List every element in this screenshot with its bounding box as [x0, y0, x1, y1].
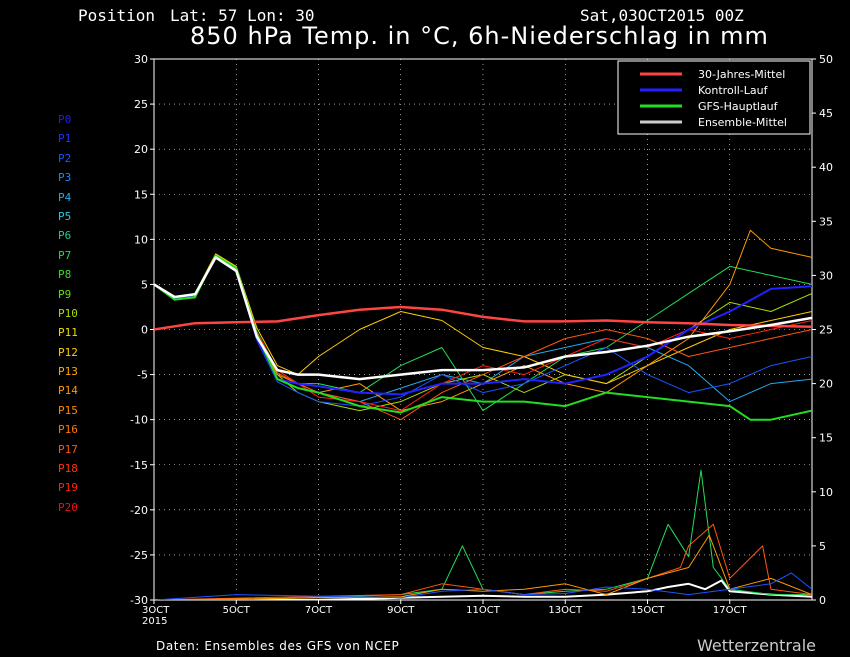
precip-series-p7	[154, 469, 812, 600]
member-label-p14: P14	[58, 384, 78, 398]
member-label-p12: P12	[58, 345, 78, 359]
y-left-tick-label: 0	[141, 324, 148, 337]
member-label-p11: P11	[58, 326, 78, 340]
member-label-p20: P20	[58, 500, 78, 514]
y-right-tick-label: 30	[819, 269, 833, 282]
member-label-p7: P7	[58, 248, 72, 262]
y-right-tick-label: 20	[819, 378, 833, 391]
x-tick-label: 13OCT	[548, 605, 583, 616]
ensemble-member-list: P0 P1 P2 P3 P4 P5 P6 P7 P8 P9 P10 P11 P12 P13 P14 P15 P1…	[58, 110, 118, 517]
x-tick-label: 17OCT	[713, 605, 748, 616]
y-left-tick-label: 10	[134, 233, 148, 246]
y-right-tick-label: 10	[819, 486, 833, 499]
legend-label: GFS-Hauptlauf	[698, 100, 779, 113]
member-label-p16: P16	[58, 423, 78, 437]
y-left-tick-label: 30	[134, 53, 148, 66]
y-left-tick-label: -25	[130, 549, 148, 562]
y-left-tick-label: 15	[134, 188, 148, 201]
data-source-footer: Daten: Ensembles des GFS von NCEP	[156, 639, 400, 653]
precip-series-p2	[154, 572, 812, 600]
y-left-tick-label: 25	[134, 98, 148, 111]
member-label-p18: P18	[58, 462, 78, 476]
latlon-label: Lat: 57 Lon: 30	[170, 6, 315, 25]
y-left-tick-label: 20	[134, 143, 148, 156]
y-left-tick-label: -20	[130, 504, 148, 517]
position-label: Position	[78, 6, 156, 25]
y-left-tick-label: -30	[130, 594, 148, 607]
y-right-tick-label: 15	[819, 432, 833, 445]
member-label-p0: P0	[58, 113, 72, 126]
precip-series-ensemble-mittel	[154, 579, 812, 600]
temp-series-ensemble-mittel	[154, 256, 812, 381]
member-label-p4: P4	[58, 190, 72, 204]
member-label-p6: P6	[58, 229, 72, 243]
y-right-tick-label: 25	[819, 324, 833, 337]
x-tick-label: 15OCT	[631, 605, 666, 616]
y-right-tick-label: 0	[819, 594, 826, 607]
y-left-tick-label: -15	[130, 459, 148, 472]
legend-label: Kontroll-Lauf	[698, 84, 769, 97]
temp-series-gfs-hauptlauf	[154, 254, 812, 421]
member-label-p2: P2	[58, 151, 72, 165]
x-tick-label: 3OCT	[142, 605, 170, 616]
run-label: Sat,03OCT2015 00Z	[580, 6, 744, 25]
y-right-tick-label: 45	[819, 107, 833, 120]
x-tick-label: 9OCT	[387, 605, 415, 616]
y-right-tick-label: 40	[819, 161, 833, 174]
chart-title: 850 hPa Temp. in °C, 6h-Niederschlag in …	[190, 22, 769, 50]
member-label-p15: P15	[58, 403, 78, 417]
y-right-tick-label: 5	[819, 540, 826, 553]
member-label-p10: P10	[58, 306, 78, 320]
y-left-tick-label: -10	[130, 414, 148, 427]
member-label-p9: P9	[58, 287, 72, 301]
member-label-p8: P8	[58, 268, 72, 282]
temp-series-p17	[154, 255, 812, 421]
brand-label: Wetterzentrale	[697, 636, 817, 655]
member-label-p13: P13	[58, 365, 78, 379]
member-label-p3: P3	[58, 171, 72, 185]
legend-label: Ensemble-Mittel	[698, 116, 787, 129]
y-left-tick-label: -5	[137, 369, 148, 382]
temp-series-30-jahres-mittel	[154, 305, 812, 331]
x-tick-label: 5OCT	[223, 605, 251, 616]
y-right-tick-label: 50	[819, 53, 833, 66]
member-label-p1: P1	[58, 132, 72, 146]
series-group	[154, 229, 812, 600]
y-left-tick-label: 5	[141, 278, 148, 291]
member-label-p19: P19	[58, 481, 78, 495]
member-label-p17: P17	[58, 442, 78, 456]
y-right-tick-label: 35	[819, 215, 833, 228]
x-year-label: 2015	[142, 616, 167, 627]
temp-series-p12	[154, 253, 812, 385]
x-tick-label: 7OCT	[305, 605, 333, 616]
member-label-p5: P5	[58, 209, 72, 223]
legend-label: 30-Jahres-Mittel	[698, 68, 785, 81]
x-tick-label: 11OCT	[466, 605, 501, 616]
